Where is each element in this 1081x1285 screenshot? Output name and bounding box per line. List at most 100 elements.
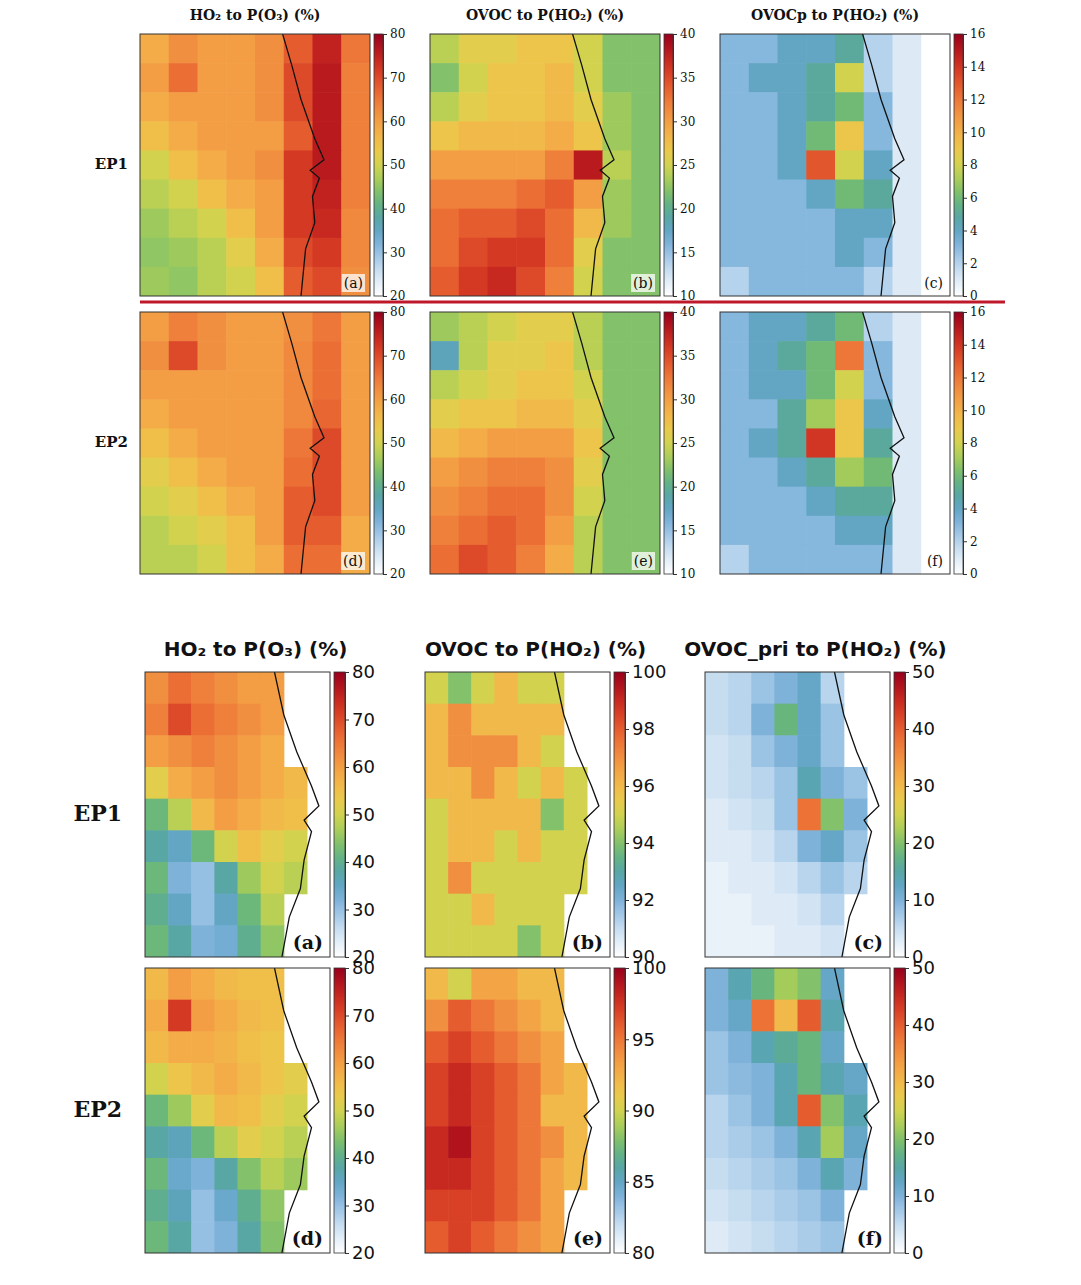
cell	[214, 672, 238, 704]
colorbar-axis-line	[964, 35, 968, 297]
cell	[341, 428, 370, 458]
cell	[214, 1063, 238, 1095]
colorbar-axis: 10152025303540	[673, 305, 695, 581]
panel-letter-group: (d)	[341, 552, 365, 570]
colorbar-tick: 15	[673, 524, 695, 538]
colorbar-tick-mark	[383, 252, 387, 253]
cell	[705, 1095, 729, 1127]
colorbar-tick: 10	[905, 889, 935, 910]
colorbar-tick-label: 50	[912, 957, 935, 978]
cell	[145, 1126, 169, 1158]
cell	[341, 487, 370, 517]
cell	[631, 516, 660, 546]
cell	[728, 830, 752, 862]
cell	[778, 238, 807, 268]
cell	[494, 894, 518, 926]
colorbar-tick-label: 2	[970, 535, 978, 549]
panel-letter-group: (d)	[290, 1226, 325, 1250]
cell	[778, 370, 807, 400]
cell	[545, 370, 574, 400]
cell	[705, 1221, 729, 1253]
cell	[774, 672, 798, 704]
cell	[564, 799, 588, 831]
cell	[864, 370, 893, 400]
colorbar-tick-label: 0	[970, 289, 978, 303]
colorbar-tick-label: 10	[912, 889, 935, 910]
cell	[313, 267, 342, 296]
panel-letter-patch	[342, 274, 365, 292]
cell	[806, 312, 835, 342]
colorbar-tick-mark	[673, 78, 677, 79]
cell	[516, 428, 545, 458]
cell	[261, 1000, 285, 1032]
cell	[430, 238, 459, 268]
cell	[226, 92, 255, 122]
colorbar-tick-label: 30	[912, 775, 935, 796]
cell	[261, 894, 285, 926]
cell	[169, 238, 198, 268]
cells	[705, 672, 879, 957]
cell	[284, 545, 313, 574]
colorbar-tick-label: 4	[970, 224, 978, 238]
colorbar-tick-mark	[345, 720, 349, 721]
colorbar-tick-label: 14	[970, 338, 986, 352]
cell	[516, 34, 545, 64]
cell	[574, 150, 603, 180]
colorbar-tick-label: 10	[680, 289, 695, 303]
cell	[835, 370, 864, 400]
cell	[214, 735, 238, 767]
cell	[893, 516, 922, 546]
cell	[459, 180, 488, 210]
cell	[284, 209, 313, 239]
colorbar-tick-label: 10	[912, 1185, 935, 1206]
row-label: EP1	[73, 800, 122, 826]
panel-title: OVOC to P(HO₂) (%)	[425, 637, 646, 661]
cell	[516, 458, 545, 488]
cell	[448, 862, 472, 894]
map-panel: 10152025303540	[430, 305, 695, 581]
cell	[284, 180, 313, 210]
cell	[921, 238, 950, 268]
cell	[471, 672, 495, 704]
cell	[720, 545, 749, 574]
cell	[488, 209, 517, 239]
colorbar-axis: 10152025303540	[673, 27, 695, 303]
colorbar-tick: 70	[383, 71, 405, 85]
colorbar-tick-label: 0	[912, 1242, 923, 1263]
cell	[806, 63, 835, 93]
cell	[844, 830, 868, 862]
cell	[145, 799, 169, 831]
colorbar-tick-label: 35	[680, 71, 695, 85]
cell	[806, 180, 835, 210]
colorbar-tick-label: 70	[390, 349, 405, 363]
colorbar-tick-label: 0	[970, 567, 978, 581]
cell	[921, 180, 950, 210]
cell	[471, 704, 495, 736]
panel-title: HO₂ to P(O₃) (%)	[164, 637, 348, 661]
colorbar-tick-label: 50	[390, 158, 405, 172]
frame	[145, 968, 330, 1253]
cell	[261, 1190, 285, 1222]
colorbar-tick-label: 10	[970, 404, 985, 418]
colorbar-tick: 30	[345, 1195, 375, 1216]
cell	[541, 704, 565, 736]
cell	[574, 312, 603, 342]
cell	[574, 92, 603, 122]
cell	[774, 1158, 798, 1190]
cell	[191, 830, 215, 862]
cell	[705, 1063, 729, 1095]
cell	[448, 1126, 472, 1158]
colorbar-tick-mark	[905, 672, 909, 673]
cell	[631, 428, 660, 458]
cell	[749, 34, 778, 64]
map-panel: 20304050607080	[140, 27, 405, 303]
cell	[226, 34, 255, 64]
colorbar-tick-mark	[383, 356, 387, 357]
cell	[864, 34, 893, 64]
map-background	[430, 312, 660, 574]
cell	[728, 1158, 752, 1190]
map-panel: 9092949698100	[425, 661, 666, 967]
colorbar-tick-label: 70	[352, 709, 375, 730]
colorbar-tick: 40	[673, 27, 695, 41]
panel-letter-group: (a)	[342, 274, 365, 292]
